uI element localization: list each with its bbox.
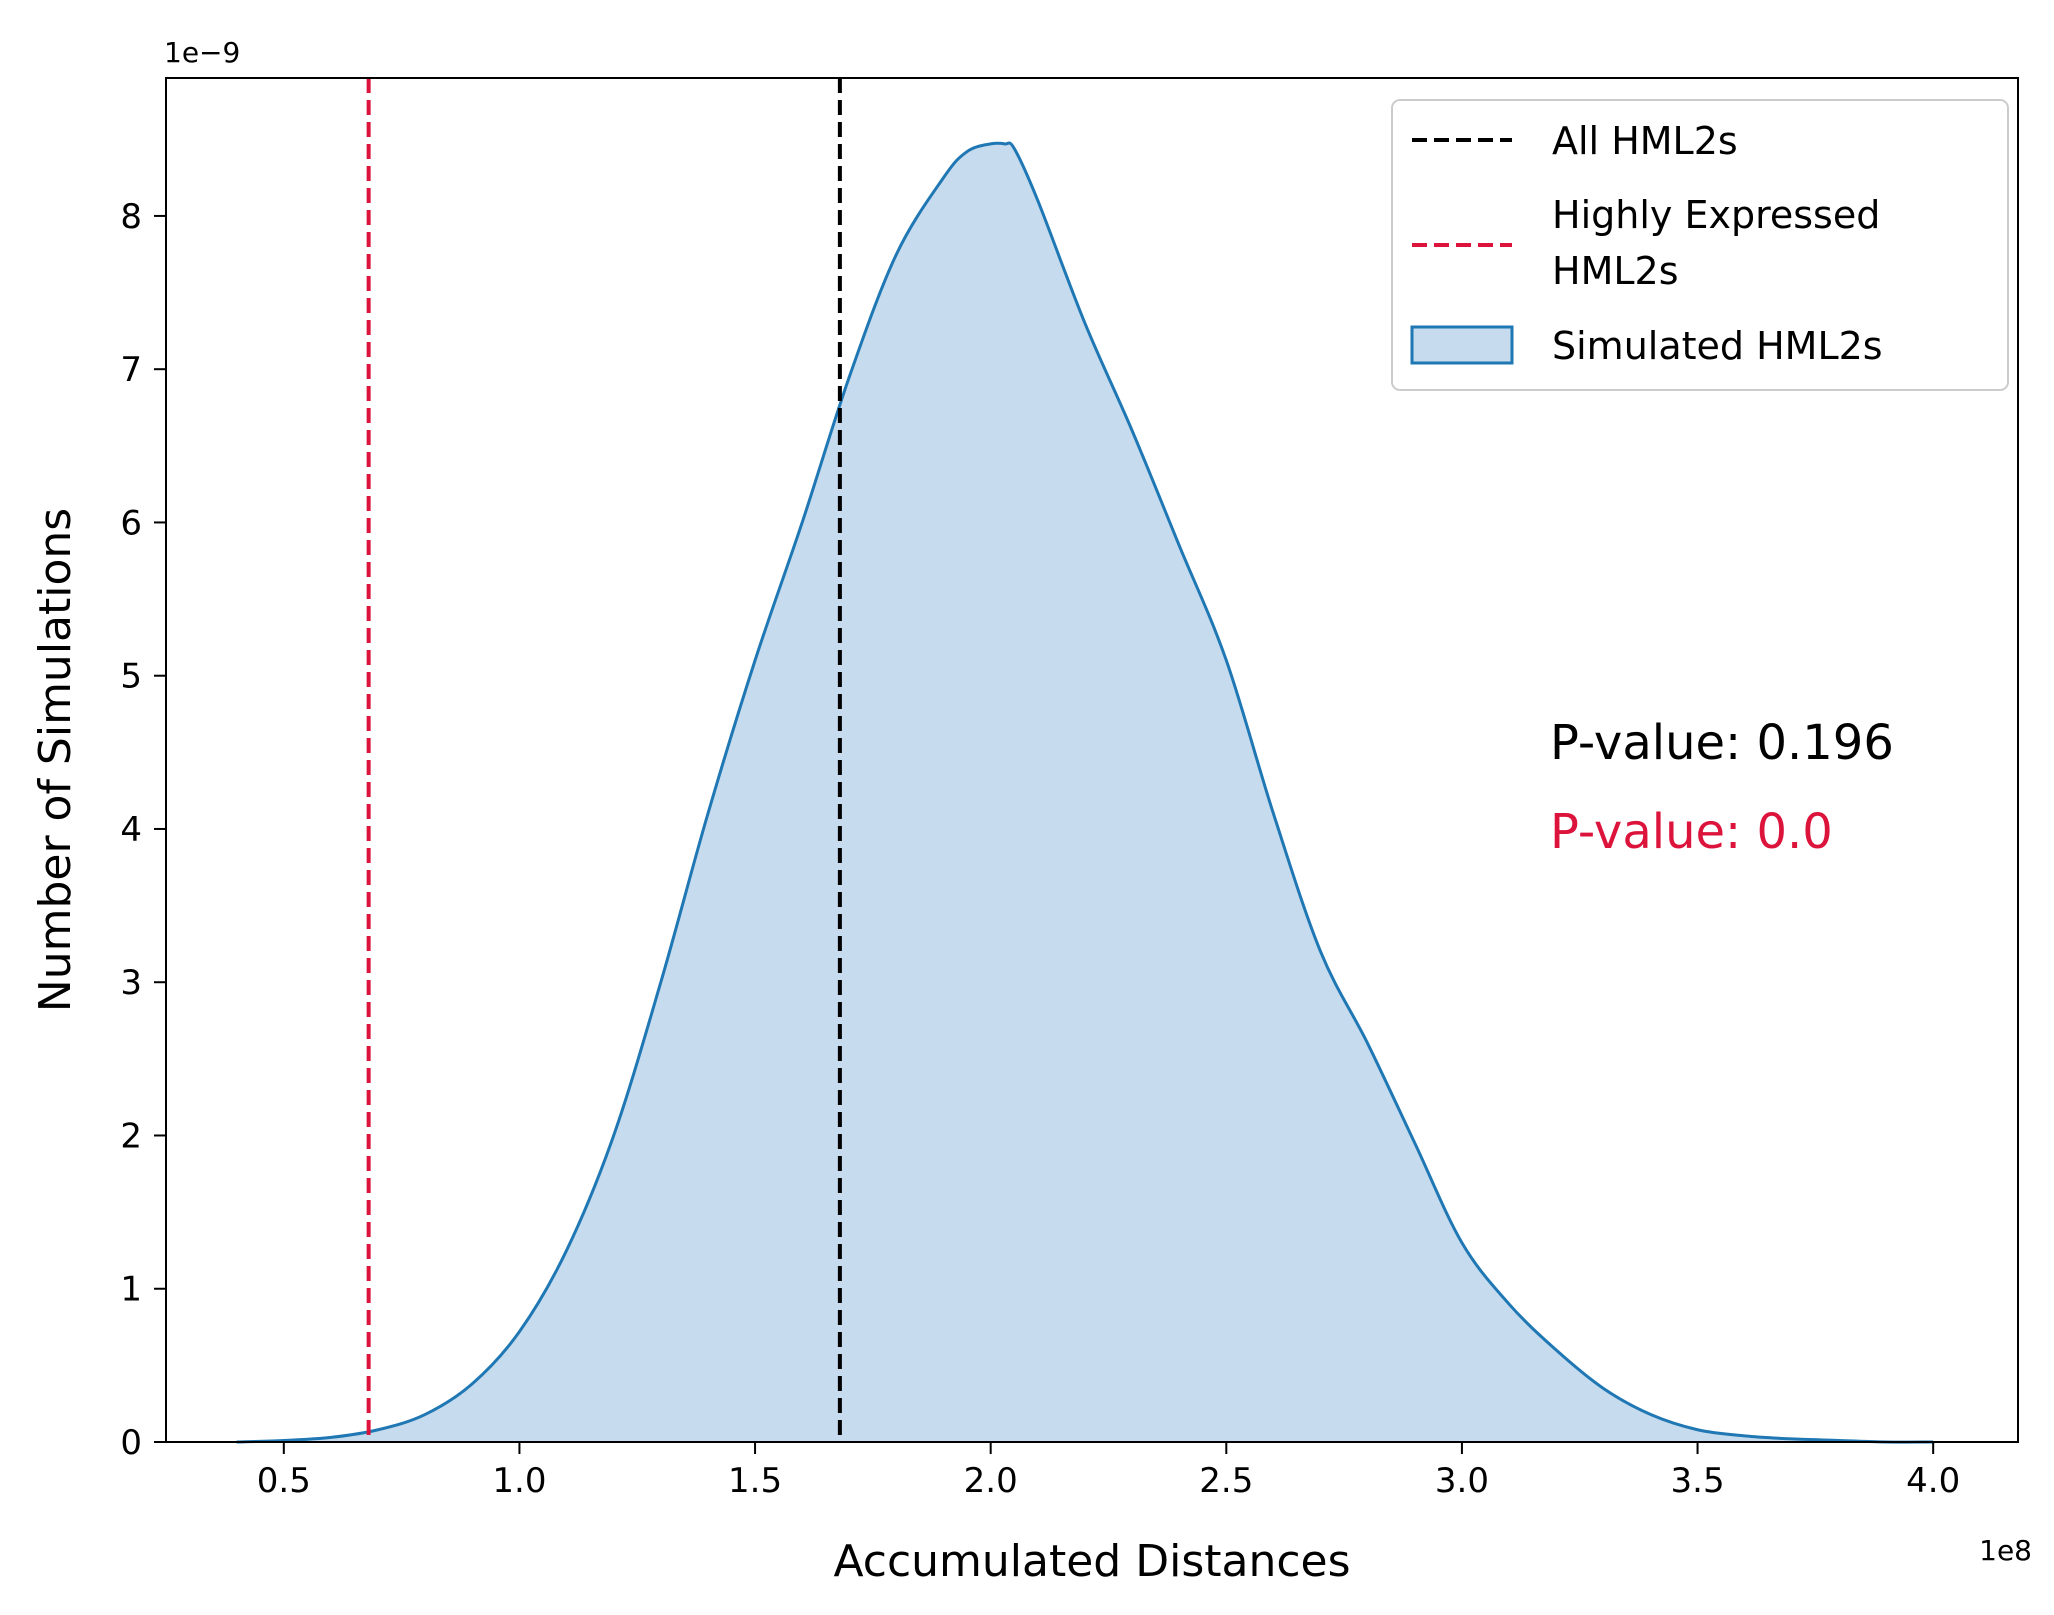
- y-tick-label: 5: [120, 657, 142, 697]
- legend: All HML2s Highly Expressed HML2s Simulated …: [1391, 99, 2009, 391]
- plot-frame: [165, 77, 2019, 1443]
- y-tick-label: 7: [120, 350, 142, 390]
- y-axis-offset-label: 1e−9: [164, 36, 240, 69]
- legend-patch-swatch: [1410, 325, 1514, 365]
- legend-label: Highly Expressed: [1552, 193, 1880, 237]
- legend-label: HML2s: [1552, 249, 1679, 293]
- y-tick-label: 4: [120, 810, 142, 850]
- y-tick-label: 6: [120, 503, 142, 543]
- density-area: [236, 142, 1934, 1443]
- x-tick-label: 2.5: [1199, 1461, 1253, 1501]
- y-axis-label: Number of Simulations: [30, 508, 81, 1012]
- x-tick-label: 3.0: [1435, 1461, 1489, 1501]
- density-curve: [236, 141, 1934, 1444]
- x-tick-label: 0.5: [257, 1461, 311, 1501]
- y-tick-label: 2: [120, 1116, 142, 1156]
- x-tick-label: 2.0: [964, 1461, 1018, 1501]
- legend-item: All HML2s: [1412, 119, 1738, 163]
- y-tick-label: 3: [120, 963, 142, 1003]
- x-tick-label: 4.0: [1906, 1461, 1960, 1501]
- legend-label: Simulated HML2s: [1552, 324, 1883, 368]
- p-value-all-hml2s: P-value: 0.196: [1550, 715, 1894, 771]
- p-value-highly-expressed: P-value: 0.0: [1550, 804, 1833, 860]
- legend-item: Simulated HML2s: [1410, 324, 1883, 368]
- x-tick-label: 1.0: [492, 1461, 546, 1501]
- x-tick-label: 3.5: [1671, 1461, 1725, 1501]
- y-tick-label: 8: [120, 197, 142, 237]
- x-tick-label: 1.5: [728, 1461, 782, 1501]
- x-axis-label: Accumulated Distances: [833, 1536, 1350, 1587]
- y-tick-label: 0: [120, 1423, 142, 1463]
- legend-item: Highly Expressed HML2s: [1412, 193, 1880, 293]
- plot-area: [236, 78, 1934, 1444]
- legend-label: All HML2s: [1552, 119, 1738, 163]
- x-axis-offset-label: 1e8: [1979, 1534, 2032, 1567]
- annotations: P-value: 0.196 P-value: 0.0: [1550, 715, 1894, 860]
- y-tick-label: 1: [120, 1270, 142, 1310]
- axes: Accumulated Distances Number of Simulati…: [30, 36, 2032, 1587]
- legend-box: [1391, 99, 2009, 391]
